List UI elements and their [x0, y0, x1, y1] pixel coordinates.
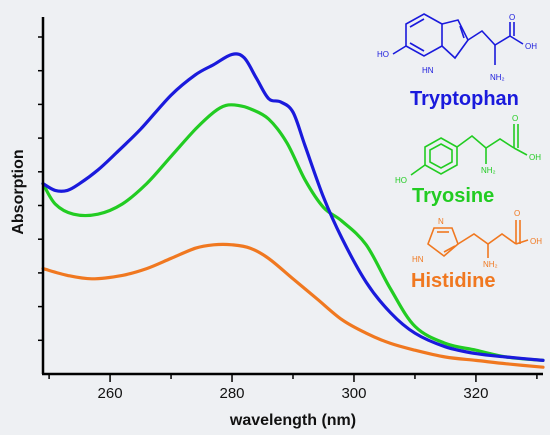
histidine-atom-oh: OH: [530, 237, 542, 246]
tryptophan-atom-o: O: [509, 13, 515, 22]
tryosine-label: Tryosine: [412, 185, 494, 207]
tryptophan-atom-hn: HN: [422, 66, 434, 75]
tryosine-atom-oh: OH: [529, 153, 541, 162]
tryptophan-atom-nh2: NH₂: [490, 73, 505, 82]
series-line-histidine: [41, 242, 545, 369]
histidine-atom-nh2: NH₂: [483, 260, 498, 269]
histidine-label: Histidine: [411, 270, 495, 292]
series-layer: [41, 52, 545, 369]
x-tick-label: 300: [341, 385, 366, 402]
tryosine-structure: [410, 124, 528, 176]
x-axis-title: wavelength (nm): [229, 412, 356, 429]
y-axis-title: Absorption: [10, 149, 27, 234]
tryptophan-structure: [392, 13, 524, 65]
x-tick-label: 280: [220, 385, 245, 402]
tryptophan-atom-oh: OH: [525, 42, 537, 51]
histidine-atom-n: N: [438, 217, 444, 226]
histidine-structure: [427, 220, 529, 258]
ticks-layer: 260 280 300 320: [38, 36, 538, 402]
series-line-tryptophan: [41, 52, 545, 362]
histidine-atom-hn: HN: [412, 255, 424, 264]
histidine-atom-o: O: [514, 209, 520, 218]
tryosine-atom-o: O: [512, 114, 518, 123]
tryptophan-atom-ho: HO: [377, 50, 389, 59]
series-line-tryosine: [41, 103, 545, 362]
x-tick-label: 320: [463, 385, 488, 402]
x-tick-label: 260: [98, 385, 123, 402]
tryptophan-label: Tryptophan: [410, 88, 519, 110]
tryosine-atom-ho: HO: [395, 176, 407, 185]
tryosine-atom-nh2: NH₂: [481, 166, 496, 175]
